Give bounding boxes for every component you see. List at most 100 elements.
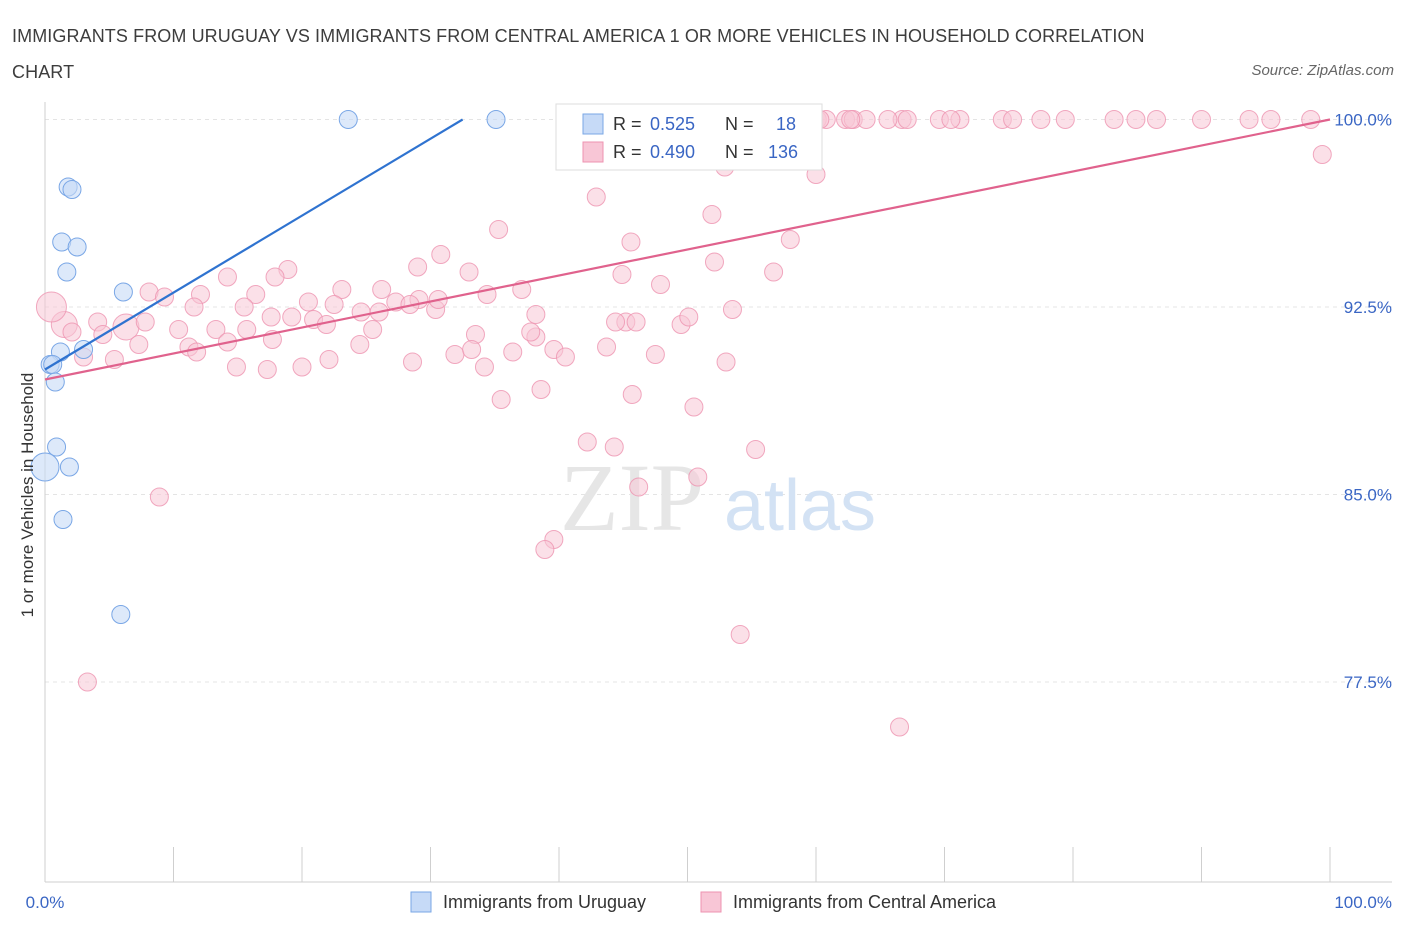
- watermark-zip: ZIP: [560, 444, 704, 551]
- central-america-point: [187, 342, 207, 362]
- central-america-point: [626, 312, 646, 332]
- uruguay-point: [486, 110, 506, 129]
- stats-swatch-central-america: [582, 141, 604, 163]
- central-america-point: [491, 390, 511, 409]
- central-america-point: [612, 265, 632, 284]
- stats-r-label-central-america: R =: [613, 142, 642, 162]
- central-america-point: [704, 252, 724, 272]
- stats-box: R = 0.525 N = 18 R = 0.490 N = 136: [555, 103, 823, 171]
- legend-label-uruguay: Immigrants from Uruguay: [443, 892, 646, 912]
- central-america-point: [586, 187, 606, 207]
- central-america-point: [292, 357, 312, 377]
- central-america-point: [688, 467, 708, 487]
- central-america-point: [1261, 110, 1281, 129]
- central-america-point: [403, 352, 423, 372]
- central-america-point: [730, 625, 750, 644]
- central-america-point: [606, 312, 626, 332]
- watermark-atlas: atlas: [724, 466, 876, 546]
- central-america-point: [1312, 145, 1332, 164]
- central-america-point: [764, 262, 784, 282]
- central-america-point: [298, 292, 318, 312]
- uruguay-point: [111, 605, 131, 624]
- central-america-point: [408, 257, 428, 277]
- central-america-point: [622, 385, 642, 404]
- central-america-point: [535, 540, 555, 559]
- central-america-point: [526, 305, 546, 324]
- x-tick-label-0: 0.0%: [26, 893, 65, 912]
- central-america-point: [184, 297, 204, 317]
- central-america-point: [621, 232, 641, 252]
- central-america-point: [129, 335, 149, 354]
- y-tick-label-1: 85.0%: [1344, 486, 1392, 505]
- uruguay-point: [62, 180, 82, 199]
- uruguay-point: [57, 262, 77, 282]
- central-america-point: [350, 335, 370, 354]
- central-america-point: [1126, 110, 1146, 129]
- stats-n-label-central-america: N =: [725, 142, 754, 162]
- trend-line-central-america: [44, 118, 1331, 381]
- central-america-point: [462, 340, 482, 359]
- uruguay-point: [338, 110, 358, 129]
- central-america-point: [135, 312, 155, 332]
- legend-swatch-uruguay: [410, 891, 432, 913]
- central-america-point: [234, 297, 254, 317]
- uruguay-point: [59, 457, 79, 477]
- central-america-point: [459, 262, 479, 282]
- central-america-point: [1031, 110, 1051, 129]
- central-america-point: [521, 322, 541, 342]
- central-america-point: [431, 245, 451, 264]
- central-america-point: [604, 437, 624, 457]
- uruguay-point: [113, 282, 133, 302]
- central-america-point: [35, 291, 67, 323]
- axes: [44, 102, 1392, 883]
- central-america-point: [651, 275, 671, 294]
- central-america-point: [237, 320, 257, 339]
- grid-lines: [45, 119, 1392, 683]
- central-america-point: [372, 280, 392, 299]
- central-america-point: [217, 267, 237, 287]
- central-america-point: [1003, 110, 1023, 129]
- central-america-points: [35, 110, 1332, 737]
- central-america-point: [878, 110, 898, 129]
- central-america-point: [363, 320, 383, 339]
- central-america-point: [1301, 110, 1321, 129]
- central-america-point: [746, 440, 766, 459]
- central-america-point: [597, 337, 617, 357]
- central-america-point: [645, 345, 665, 364]
- chart-title: IMMIGRANTS FROM URUGUAY VS IMMIGRANTS FR…: [12, 26, 1145, 82]
- legend: Immigrants from Uruguay Immigrants from …: [410, 891, 997, 913]
- central-america-point: [282, 307, 302, 327]
- uruguay-point: [30, 452, 60, 482]
- uruguay-point: [67, 237, 87, 257]
- central-america-point: [226, 357, 246, 377]
- central-america-point: [780, 230, 800, 249]
- central-america-point: [445, 345, 465, 364]
- legend-swatch-central-america: [700, 891, 722, 913]
- uruguay-point: [53, 510, 73, 529]
- central-america-point: [1239, 110, 1259, 129]
- central-america-point: [261, 307, 281, 327]
- central-america-point: [1147, 110, 1167, 129]
- stats-r-value-uruguay: 0.525: [650, 114, 695, 134]
- trend-line-uruguay: [44, 118, 464, 371]
- central-america-point: [246, 285, 266, 304]
- central-america-point: [722, 300, 742, 319]
- central-america-point: [679, 307, 699, 327]
- central-america-point: [149, 487, 169, 507]
- stats-r-value-central-america: 0.490: [650, 142, 695, 162]
- y-axis-title: 1 or more Vehicles in Household: [18, 373, 37, 618]
- y-tick-label-0: 77.5%: [1344, 673, 1392, 692]
- x-tick-label-1: 100.0%: [1334, 893, 1392, 912]
- central-america-point: [62, 322, 82, 342]
- central-america-point: [332, 280, 352, 299]
- central-america-point: [716, 352, 736, 372]
- stats-n-label-uruguay: N =: [725, 114, 754, 134]
- central-america-point: [897, 110, 917, 129]
- central-america-point: [351, 302, 371, 322]
- central-america-point: [169, 320, 189, 339]
- stats-swatch-uruguay: [582, 113, 604, 135]
- central-america-point: [531, 380, 551, 399]
- stats-r-label-uruguay: R =: [613, 114, 642, 134]
- central-america-point: [77, 672, 97, 692]
